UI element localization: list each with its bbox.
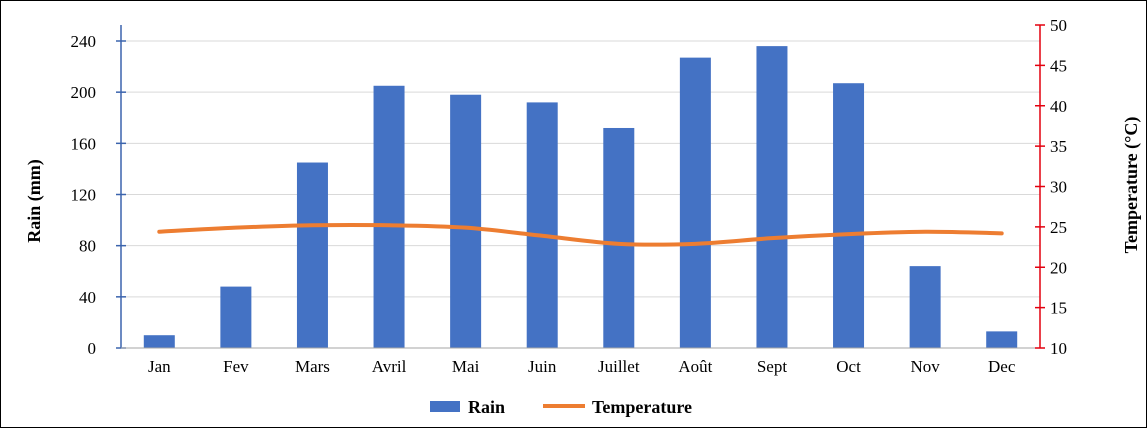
y-tick-label: 0: [88, 339, 97, 358]
gridlines: [121, 40, 1040, 298]
x-tick-label: Dec: [988, 357, 1016, 376]
y2-tick-label: 15: [1050, 299, 1067, 318]
rain-bar-sept: [756, 46, 788, 348]
x-tick-label: Avril: [372, 357, 407, 376]
y2-tick-label: 30: [1050, 178, 1067, 197]
x-tick-label: Jan: [148, 357, 171, 376]
legend-rain-swatch: [430, 401, 460, 412]
tick-labels: 0 40 80 120 160 200 240 Jan Fev Mars Avril Mai Juin J…: [71, 16, 1068, 376]
rain-bar-mai: [450, 94, 482, 348]
temperature-series: [157, 222, 1004, 247]
rain-bar-dec: [986, 331, 1018, 348]
rain-bar-août: [679, 57, 711, 349]
rain-bar-oct: [833, 83, 865, 349]
x-tick-label: Mars: [295, 357, 330, 376]
temperature-line: [157, 222, 1004, 247]
rain-bar-mars: [296, 162, 328, 348]
y-tick-label: 200: [71, 83, 97, 102]
y2-tick-label: 25: [1050, 218, 1067, 237]
y-axis-title: Rain (mm): [24, 159, 45, 243]
legend: Rain Temperature: [430, 397, 692, 417]
y2-tick-label: 40: [1050, 97, 1067, 116]
x-tick-label: Août: [678, 357, 712, 376]
y2-tick-label: 45: [1050, 56, 1067, 75]
x-tick-label: Fev: [223, 357, 249, 376]
y-tick-label: 80: [79, 237, 96, 256]
y2-tick-label: 10: [1050, 339, 1067, 358]
axes: [116, 24, 1045, 349]
y2-axis-title: Temperature (°C): [1121, 117, 1142, 254]
y2-tick-label: 20: [1050, 258, 1067, 277]
rain-bar-nov: [909, 266, 941, 348]
x-tick-label: Juillet: [598, 357, 640, 376]
x-tick-label: Sept: [757, 357, 788, 376]
y-tick-label: 160: [71, 134, 97, 153]
x-tick-label: Nov: [910, 357, 940, 376]
y-tick-label: 240: [71, 32, 97, 51]
x-tick-label: Juin: [528, 357, 557, 376]
legend-rain-label: Rain: [468, 397, 505, 417]
rain-bar-jan: [143, 335, 175, 348]
y-tick-label: 120: [71, 186, 97, 205]
y2-tick-label: 50: [1050, 16, 1067, 35]
rain-bar-juin: [526, 102, 558, 349]
y-tick-label: 40: [79, 288, 96, 307]
y2-tick-label: 35: [1050, 137, 1067, 156]
rain-bars: [143, 46, 1018, 349]
rain-bar-juillet: [603, 127, 635, 348]
x-tick-label: Mai: [452, 357, 480, 376]
rain-bar-fev: [220, 286, 252, 348]
rain-bar-avril: [373, 85, 405, 348]
legend-temperature-label: Temperature: [592, 397, 692, 417]
x-tick-label: Oct: [836, 357, 861, 376]
